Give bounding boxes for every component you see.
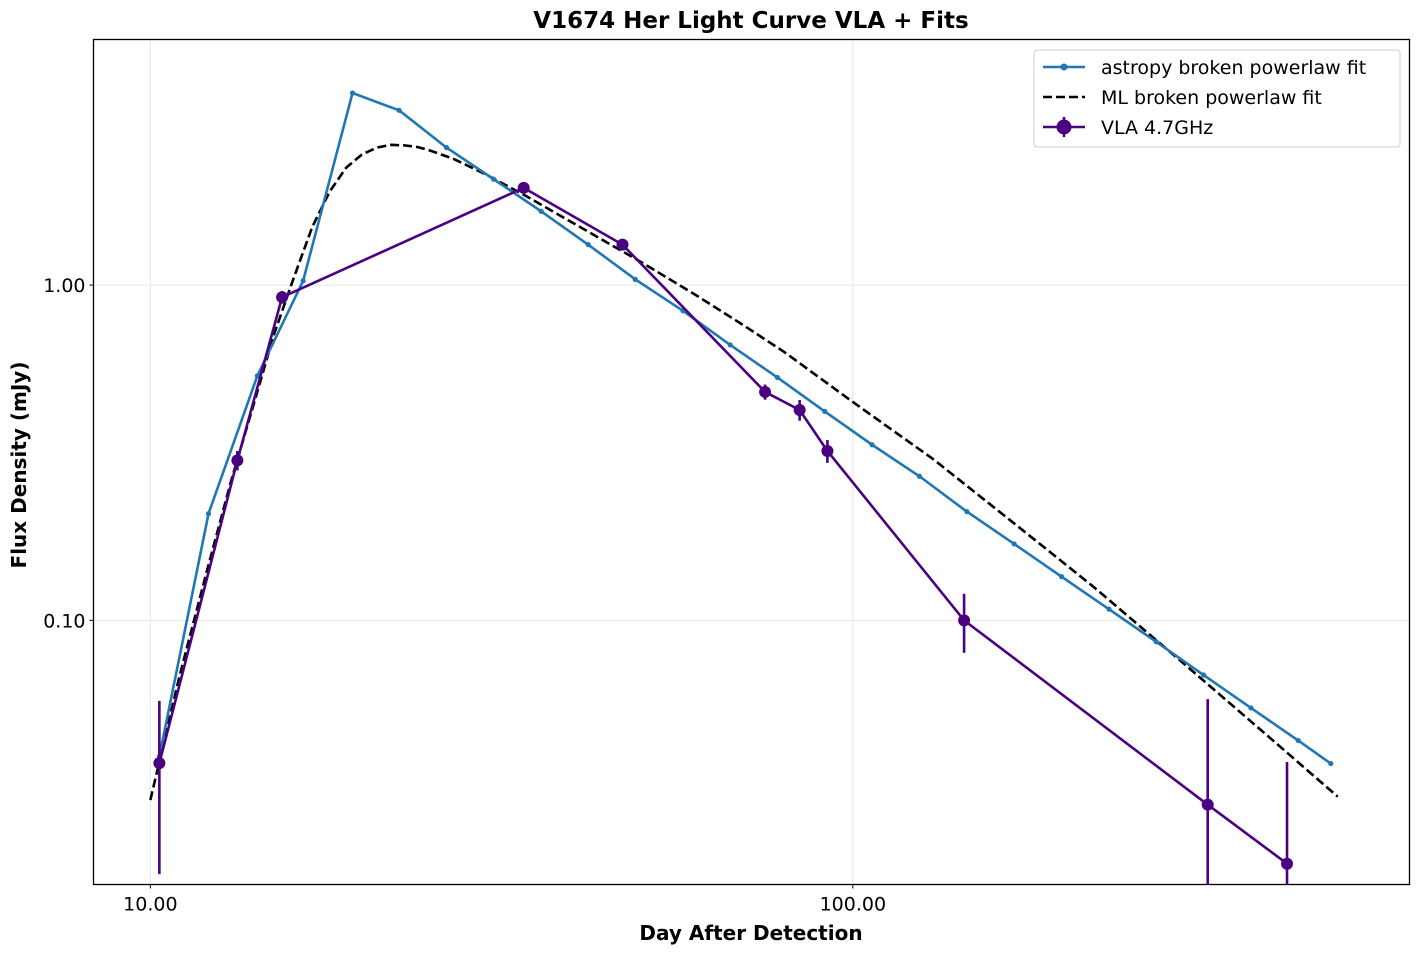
fit-curves — [149, 90, 1339, 801]
vla-data-point — [517, 181, 530, 194]
vla-data-point — [793, 404, 806, 417]
vla-line — [158, 186, 1288, 865]
vla-series — [153, 181, 1294, 885]
vla-data-point — [821, 444, 834, 457]
astropy-fit-marker — [1011, 541, 1017, 547]
x-tick-label: 100.00 — [820, 894, 886, 916]
astropy-fit-marker — [205, 511, 212, 517]
legend-item-ml: ML broken powerlaw fit — [1043, 87, 1322, 109]
legend-item-astropy: astropy broken powerlaw fit — [1043, 57, 1366, 79]
astropy-fit-marker — [585, 242, 591, 248]
vla-data-point — [958, 614, 971, 627]
vla-data-point — [1281, 857, 1294, 870]
astropy-fit-marker — [443, 145, 450, 151]
axis-ticks: 10.00 100.00 0.10 1.00 — [43, 275, 886, 915]
astropy-fit-marker — [300, 278, 306, 284]
astropy-fit-marker — [254, 373, 260, 379]
legend-label-vla: VLA 4.7GHz — [1101, 117, 1213, 139]
legend-item-vla: VLA 4.7GHz — [1043, 117, 1213, 139]
chart-title: V1674 Her Light Curve VLA + Fits — [533, 8, 968, 34]
plot-area-frame — [92, 38, 1411, 886]
astropy-fit-marker — [822, 408, 828, 414]
astropy-fit-marker — [1248, 705, 1254, 711]
legend-label-astropy: astropy broken powerlaw fit — [1101, 57, 1366, 79]
astropy-fit-marker — [396, 107, 402, 113]
vla-data-point — [276, 291, 289, 304]
astropy-fit-marker — [632, 276, 638, 282]
legend-marker-vla — [1056, 119, 1072, 135]
astropy-fit-line — [158, 91, 1332, 765]
astropy-fit-marker — [1106, 606, 1112, 612]
x-axis-label: Day After Detection — [639, 921, 862, 945]
astropy-fit-marker — [916, 473, 923, 479]
astropy-fit-marker — [1328, 760, 1334, 767]
vla-data-point — [616, 238, 629, 251]
vla-data-point — [153, 757, 166, 770]
legend: astropy broken powerlaw fit ML broken po… — [1033, 49, 1401, 148]
astropy-fit-marker — [1058, 574, 1065, 580]
ml-fit-line — [149, 143, 1339, 801]
vla-data-point — [1201, 798, 1214, 811]
astropy-fit-marker — [1200, 672, 1207, 678]
vla-data-point — [231, 454, 244, 467]
astropy-fit-marker — [1153, 639, 1159, 645]
y-tick-label: 1.00 — [43, 275, 85, 297]
legend-label-ml: ML broken powerlaw fit — [1101, 87, 1322, 109]
vla-data-point — [759, 385, 772, 398]
y-axis-label: Flux Density (mJy) — [7, 362, 31, 569]
astropy-fit-marker — [1295, 737, 1301, 744]
grid-lines — [93, 39, 1410, 885]
astropy-fit-marker — [727, 342, 733, 348]
y-tick-label: 0.10 — [43, 610, 85, 632]
legend-marker-astropy — [1060, 63, 1068, 71]
astropy-fit-marker — [538, 208, 544, 214]
astropy-fit-marker — [490, 176, 497, 182]
astropy-fit-marker — [349, 90, 356, 96]
legend-box — [1033, 49, 1401, 148]
astropy-fit-marker — [774, 374, 781, 381]
x-tick-label: 10.00 — [123, 894, 177, 916]
astropy-fit-marker — [869, 442, 875, 448]
astropy-fit-marker — [964, 509, 970, 515]
